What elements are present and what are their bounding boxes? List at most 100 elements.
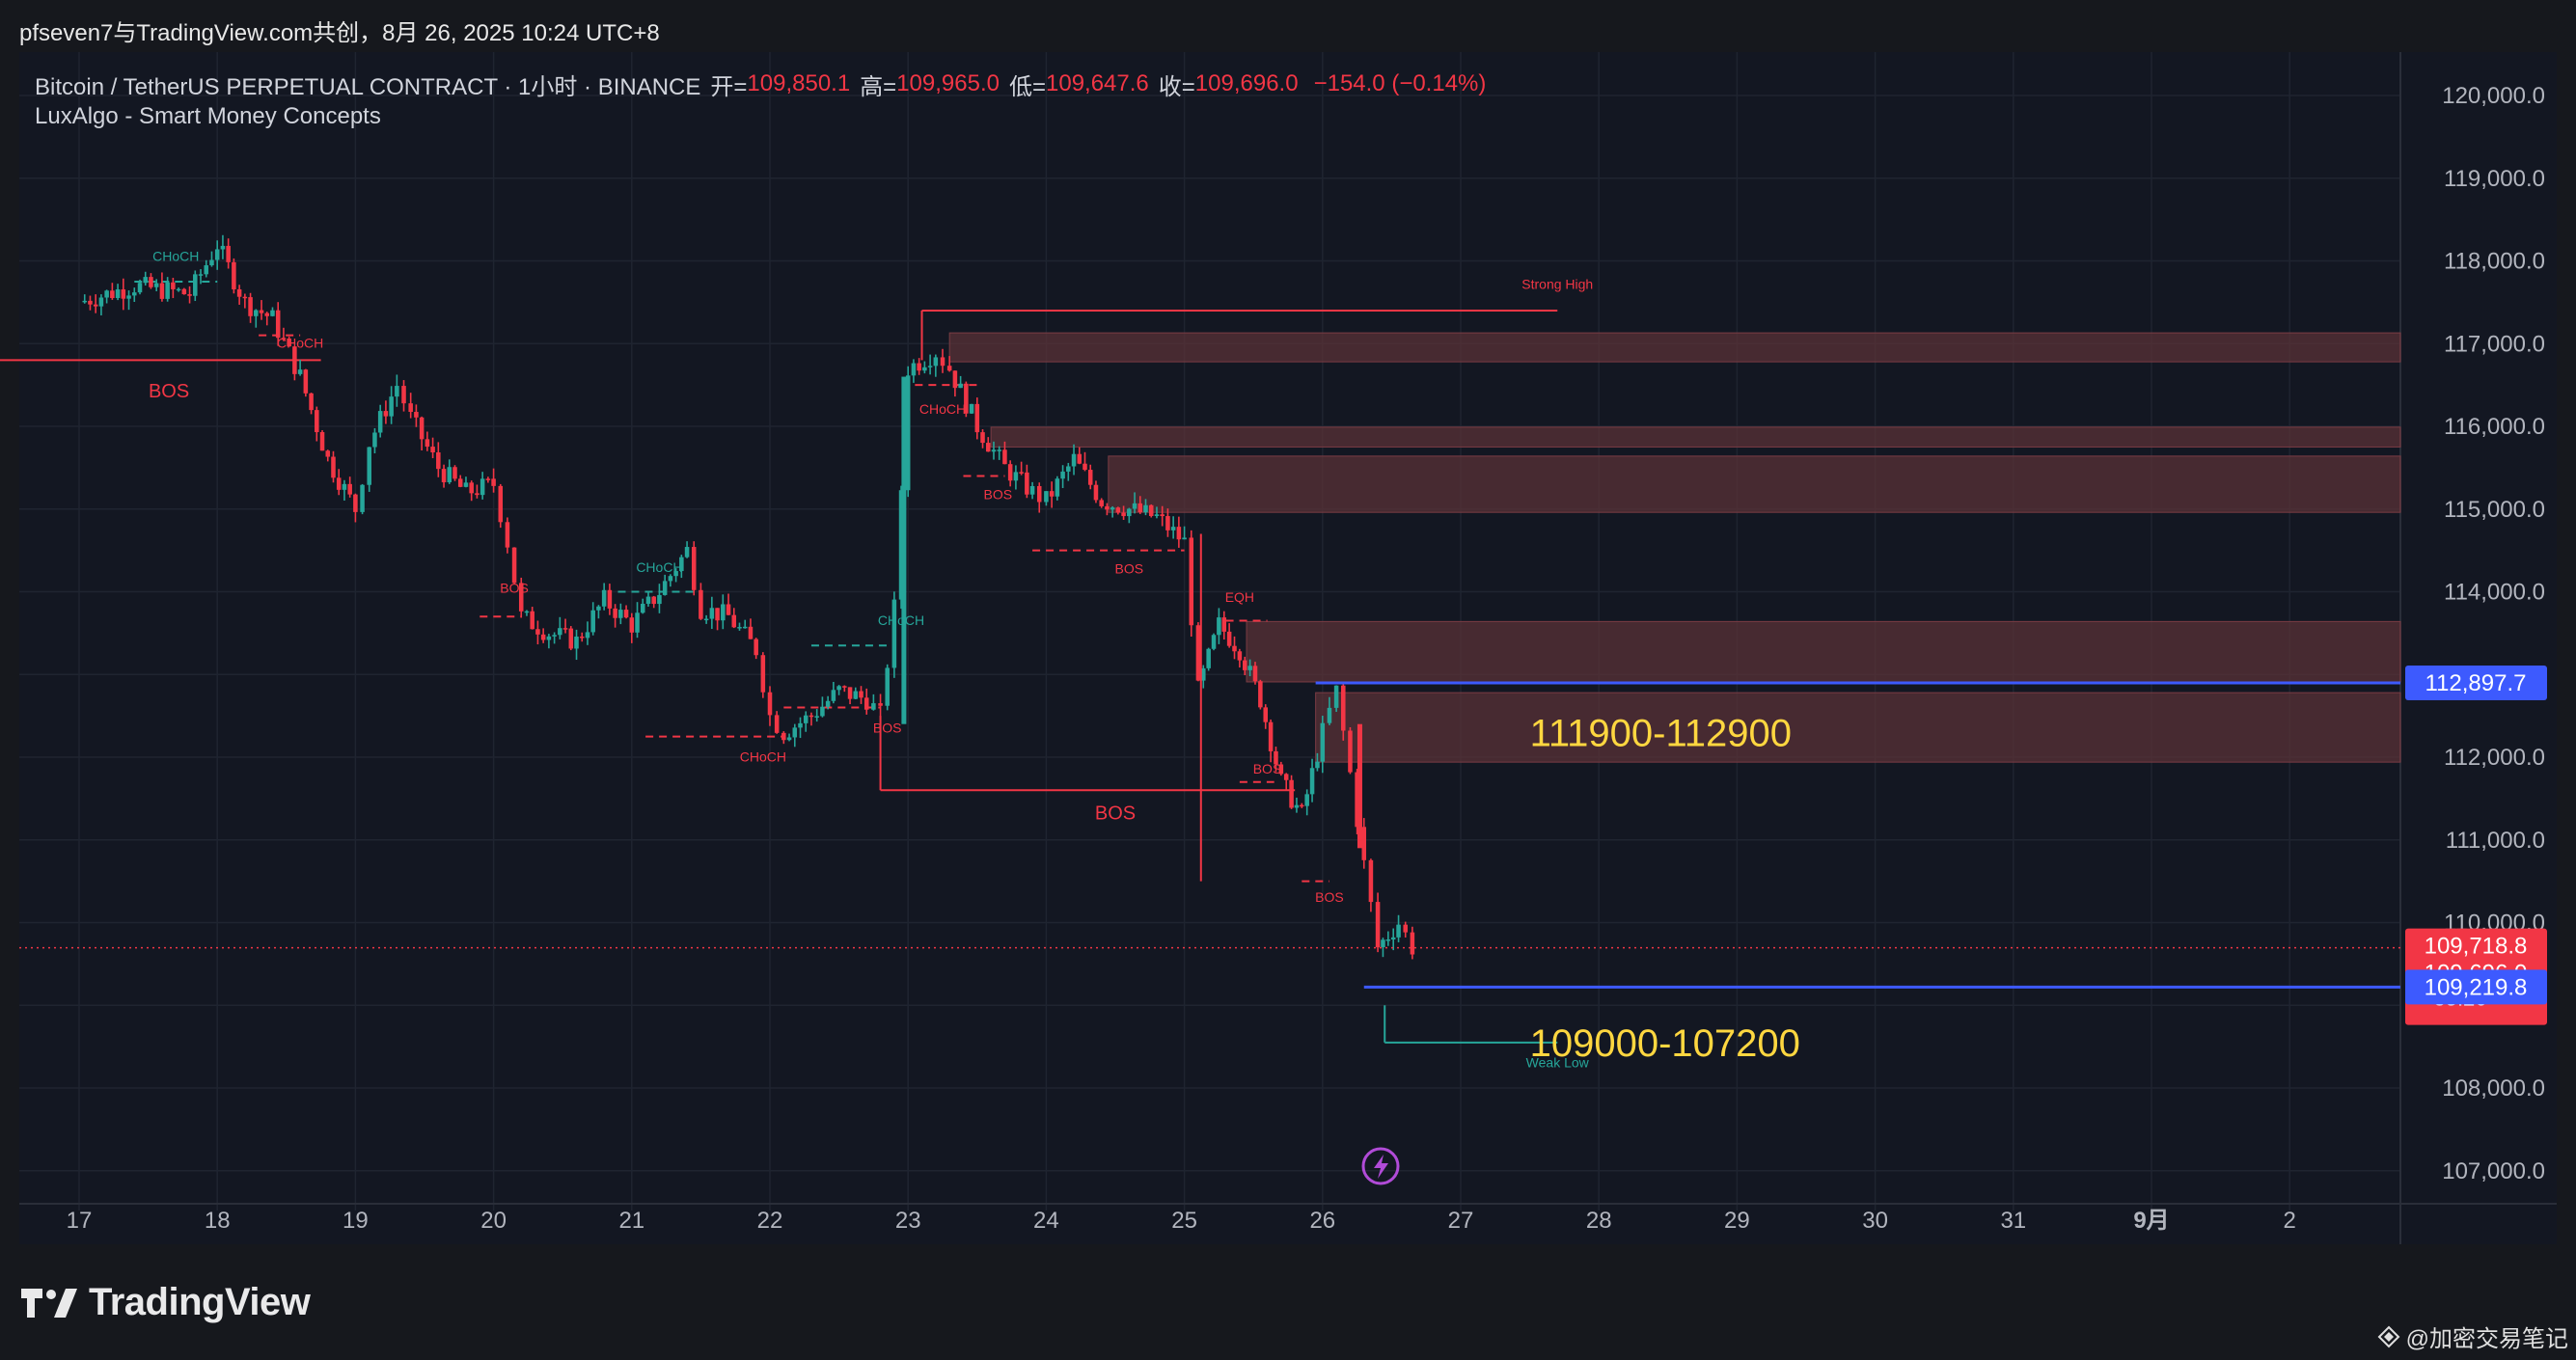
candle-body: [871, 703, 876, 710]
x-tick-label: 31: [2000, 1208, 2026, 1234]
candle-body: [657, 594, 662, 605]
smc-label: CHoCH: [919, 401, 966, 417]
candle-body: [1071, 453, 1077, 467]
y-tick-label: 119,000.0: [2444, 166, 2545, 192]
candle-body: [1217, 617, 1221, 636]
candle-body: [596, 606, 601, 611]
candle-body: [377, 411, 383, 433]
candle-body: [1044, 491, 1049, 503]
candle-body: [1189, 537, 1194, 626]
candle-body: [360, 484, 365, 512]
smc-label: BOS: [149, 381, 189, 402]
candle-body: [336, 477, 342, 490]
candle-body: [132, 292, 137, 296]
candle-body: [319, 432, 325, 451]
candle-body: [623, 610, 629, 618]
candle-body: [1036, 485, 1042, 503]
order-block-zone: [1246, 620, 2401, 683]
candle-body: [742, 626, 748, 629]
candle-body: [287, 338, 291, 347]
candle-body: [1087, 470, 1093, 485]
candle-body: [1278, 764, 1284, 775]
symbol-title[interactable]: Bitcoin / TetherUS PERPETUAL CONTRACT · …: [35, 73, 701, 100]
candle-body: [165, 282, 170, 299]
order-block-zone: [990, 426, 2401, 448]
candle-body: [232, 261, 236, 289]
candle-body: [485, 478, 491, 480]
tradingview-logo[interactable]: TradingView: [21, 1281, 311, 1324]
candle-body: [562, 628, 568, 630]
candle-body: [891, 599, 897, 668]
candle-body: [1127, 508, 1132, 517]
candle-body: [187, 294, 192, 296]
candle-body: [171, 282, 176, 289]
candle-body: [353, 494, 358, 512]
smc-label: BOS: [1315, 889, 1344, 905]
y-tick-label: 118,000.0: [2444, 249, 2545, 275]
candle-body: [601, 589, 607, 607]
candle-body: [1289, 779, 1294, 808]
candle-body: [153, 283, 159, 287]
candle-body: [679, 557, 684, 572]
x-tick-label: 20: [480, 1208, 507, 1234]
smc-label: Strong High: [1521, 277, 1593, 292]
y-tick-label: 117,000.0: [2444, 331, 2545, 357]
candle-body: [325, 450, 331, 457]
candle-body: [214, 249, 220, 260]
candle-body: [236, 288, 242, 297]
candle-body: [585, 632, 590, 639]
candle-body: [1252, 666, 1258, 682]
candle-body: [863, 697, 869, 710]
candle-body: [1385, 938, 1391, 941]
key-levels: [1315, 681, 2400, 989]
x-tick-label: 25: [1171, 1208, 1197, 1234]
close-label: 收=: [1158, 73, 1195, 100]
candle-body: [430, 447, 435, 452]
candle-body: [110, 290, 115, 298]
candle-body: [726, 604, 731, 615]
candle-body: [901, 376, 907, 724]
candle-body: [498, 485, 504, 523]
tradingview-logo-text: TradingView: [89, 1281, 311, 1323]
candle-body: [703, 618, 709, 621]
candle-body: [917, 363, 921, 371]
candle-body: [505, 522, 510, 548]
candle-body: [1300, 804, 1304, 807]
candle-body: [1315, 761, 1320, 769]
candle-body: [126, 295, 131, 299]
y-tick-label: 114,000.0: [2444, 580, 2545, 606]
x-tick-label: 23: [895, 1208, 921, 1234]
candle-body: [441, 469, 447, 483]
range-annotation-label: 109000-107200: [1530, 1022, 1800, 1065]
candle-body: [475, 493, 480, 496]
candle-body: [88, 300, 93, 305]
candles: [82, 234, 1415, 960]
smc-label: CHoCH: [878, 612, 924, 628]
smc-labels: CHoCH CHoCH BOS BOS CHoCH CHoCH CHoCH BOS BOS Str…: [149, 249, 1593, 1071]
price-badge-upper-level-text: 112,897.7: [2425, 670, 2527, 696]
candle-body: [275, 310, 281, 339]
candle-body: [546, 636, 552, 640]
x-tick-label: 19: [343, 1208, 369, 1234]
candle-body: [452, 467, 457, 479]
candle-body: [425, 439, 430, 448]
x-tick-label: 26: [1309, 1208, 1335, 1234]
candle-body: [518, 583, 524, 612]
candle-body: [457, 478, 463, 487]
candle-body: [367, 447, 371, 485]
candle-body: [292, 346, 297, 374]
candle-body: [1221, 617, 1227, 632]
candle-body: [331, 456, 336, 478]
candle-body: [198, 274, 204, 276]
indicator-title[interactable]: LuxAlgo - Smart Money Concepts: [35, 103, 381, 129]
candle-body: [1410, 932, 1415, 955]
x-tick-label: 21: [618, 1208, 644, 1234]
candle-body: [226, 245, 231, 262]
candle-body: [715, 608, 720, 621]
candle-body: [831, 690, 836, 701]
candle-body: [104, 290, 109, 298]
lightning-icon[interactable]: [1361, 1147, 1400, 1185]
candle-body: [853, 691, 859, 699]
x-tick-label: 24: [1033, 1208, 1059, 1234]
